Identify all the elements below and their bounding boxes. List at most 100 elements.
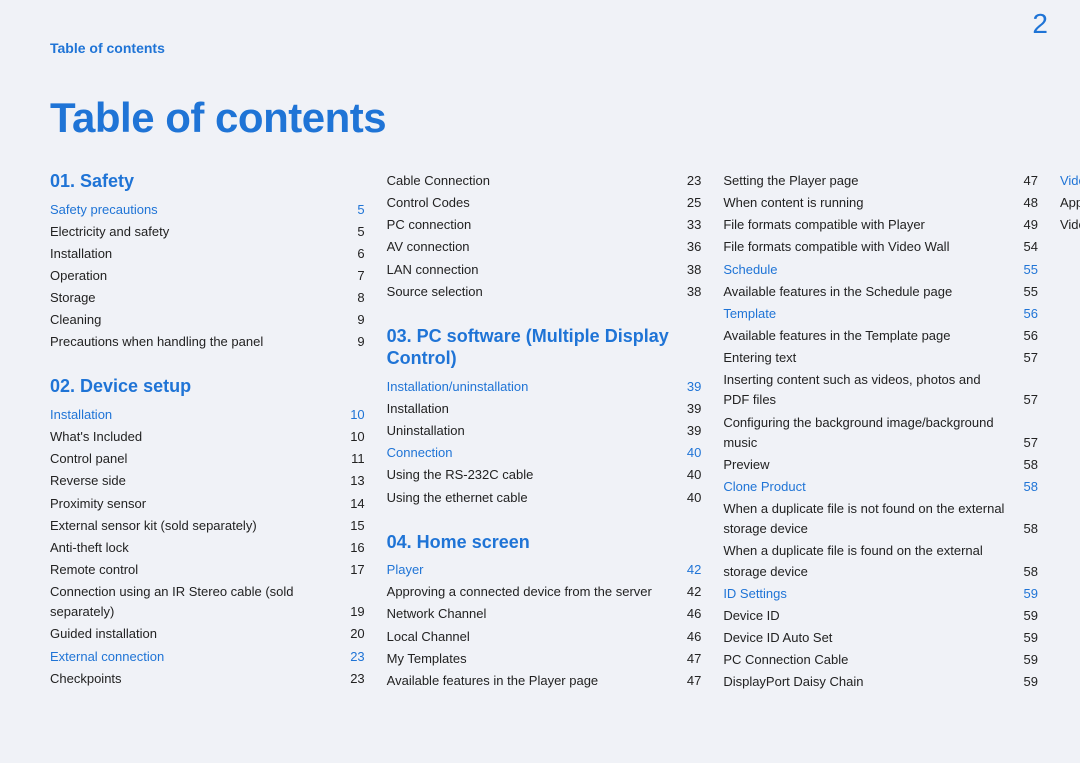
toc-entry[interactable]: Configuring the background image/backgro… bbox=[723, 412, 1038, 454]
toc-entry[interactable]: Storage8 bbox=[50, 287, 365, 309]
toc-label: When content is running bbox=[723, 193, 1014, 213]
toc-page: 59 bbox=[1014, 628, 1038, 648]
toc-entry[interactable]: Local Channel46 bbox=[387, 626, 702, 648]
toc-page: 56 bbox=[1014, 304, 1038, 324]
toc-page: 48 bbox=[1014, 193, 1038, 213]
toc-subheading[interactable]: Safety precautions5 bbox=[50, 199, 365, 221]
toc-entry[interactable]: Guided installation20 bbox=[50, 623, 365, 645]
toc-label: Setting the Player page bbox=[723, 171, 1014, 191]
toc-entry[interactable]: When a duplicate file is not found on th… bbox=[723, 498, 1038, 540]
toc-label: PC Connection Cable bbox=[723, 650, 1014, 670]
toc-page: 39 bbox=[677, 399, 701, 419]
toc-entry[interactable]: Setting the Player page47 bbox=[723, 170, 1038, 192]
toc-entry[interactable]: Connection using an IR Stereo cable (sol… bbox=[50, 581, 365, 623]
toc-page: 38 bbox=[677, 260, 701, 280]
toc-entry[interactable]: When a duplicate file is found on the ex… bbox=[723, 540, 1038, 582]
toc-entry[interactable]: Apply to59 bbox=[1060, 192, 1080, 214]
toc-page: 59 bbox=[1014, 584, 1038, 604]
toc-entry[interactable]: Device ID Auto Set59 bbox=[723, 627, 1038, 649]
toc-entry[interactable]: Available features in the Schedule page5… bbox=[723, 281, 1038, 303]
toc-entry[interactable]: Uninstallation39 bbox=[387, 420, 702, 442]
toc-label: Guided installation bbox=[50, 624, 341, 644]
toc-entry[interactable]: Preview58 bbox=[723, 454, 1038, 476]
toc-subheading[interactable]: Connection40 bbox=[387, 442, 702, 464]
toc-label: Uninstallation bbox=[387, 421, 678, 441]
toc-entry[interactable]: Cleaning9 bbox=[50, 309, 365, 331]
toc-label: Configuring the background image/backgro… bbox=[723, 413, 1014, 453]
toc-entry[interactable]: Entering text57 bbox=[723, 347, 1038, 369]
toc-subheading[interactable]: Template56 bbox=[723, 303, 1038, 325]
toc-entry[interactable]: Remote control17 bbox=[50, 559, 365, 581]
toc-entry[interactable]: Using the ethernet cable40 bbox=[387, 487, 702, 509]
toc-entry[interactable]: Proximity sensor14 bbox=[50, 493, 365, 515]
toc-subheading[interactable]: ID Settings59 bbox=[723, 583, 1038, 605]
toc-entry[interactable]: Checkpoints23 bbox=[50, 668, 365, 690]
toc-entry[interactable]: Device ID59 bbox=[723, 605, 1038, 627]
toc-entry[interactable]: Available features in the Template page5… bbox=[723, 325, 1038, 347]
toc-entry[interactable]: AV connection36 bbox=[387, 236, 702, 258]
toc-label: Control Codes bbox=[387, 193, 678, 213]
chapter-pc-software: 03. PC software (Multiple Display Contro… bbox=[387, 325, 702, 370]
toc-entry[interactable]: Electricity and safety5 bbox=[50, 221, 365, 243]
toc-entry[interactable]: PC Connection Cable59 bbox=[723, 649, 1038, 671]
toc-page: 57 bbox=[1014, 348, 1038, 368]
toc-page: 36 bbox=[677, 237, 701, 257]
toc-entry[interactable]: Control Codes25 bbox=[387, 192, 702, 214]
toc-entry[interactable]: Available features in the Player page47 bbox=[387, 670, 702, 692]
toc-page: 47 bbox=[677, 649, 701, 669]
toc-subheading[interactable]: Schedule55 bbox=[723, 259, 1038, 281]
toc-entry[interactable]: When content is running48 bbox=[723, 192, 1038, 214]
toc-entry[interactable]: Source selection38 bbox=[387, 281, 702, 303]
toc-page: 15 bbox=[341, 516, 365, 536]
toc-entry[interactable]: Control panel11 bbox=[50, 448, 365, 470]
toc-page: 11 bbox=[341, 449, 365, 469]
toc-page: 40 bbox=[677, 488, 701, 508]
toc-subheading[interactable]: External connection23 bbox=[50, 646, 365, 668]
toc-subheading[interactable]: Clone Product58 bbox=[723, 476, 1038, 498]
toc-entry[interactable]: Operation7 bbox=[50, 265, 365, 287]
toc-entry[interactable]: Installation6 bbox=[50, 243, 365, 265]
toc-label: Local Channel bbox=[387, 627, 678, 647]
toc-entry[interactable]: Reverse side13 bbox=[50, 470, 365, 492]
chapter-home-screen: 04. Home screen bbox=[387, 531, 702, 554]
toc-entry[interactable]: Using the RS-232C cable40 bbox=[387, 464, 702, 486]
toc-subheading[interactable]: Video Wall59 bbox=[1060, 170, 1080, 192]
toc-label: Using the ethernet cable bbox=[387, 488, 678, 508]
toc-page: 8 bbox=[341, 288, 365, 308]
toc-page: 13 bbox=[341, 471, 365, 491]
toc-page: 9 bbox=[341, 310, 365, 330]
toc-page: 16 bbox=[341, 538, 365, 558]
toc-page: 14 bbox=[341, 494, 365, 514]
toc-page: 39 bbox=[677, 421, 701, 441]
toc-page: 58 bbox=[1014, 562, 1038, 582]
toc-entry[interactable]: Network Channel46 bbox=[387, 603, 702, 625]
toc-page: 25 bbox=[677, 193, 701, 213]
toc-entry[interactable]: What's Included10 bbox=[50, 426, 365, 448]
toc-page: 23 bbox=[341, 669, 365, 689]
toc-entry[interactable]: Inserting content such as videos, photos… bbox=[723, 369, 1038, 411]
toc-page: 10 bbox=[341, 427, 365, 447]
toc-label: What's Included bbox=[50, 427, 341, 447]
toc-label: File formats compatible with Video Wall bbox=[723, 237, 1014, 257]
toc-label: Source selection bbox=[387, 282, 678, 302]
toc-subheading[interactable]: Installation10 bbox=[50, 404, 365, 426]
toc-entry[interactable]: LAN connection38 bbox=[387, 259, 702, 281]
toc-entry[interactable]: Installation39 bbox=[387, 398, 702, 420]
toc-entry[interactable]: PC connection33 bbox=[387, 214, 702, 236]
toc-entry[interactable]: External sensor kit (sold separately)15 bbox=[50, 515, 365, 537]
toc-page: 55 bbox=[1014, 260, 1038, 280]
toc-entry[interactable]: Precautions when handling the panel9 bbox=[50, 331, 365, 353]
toc-entry[interactable]: DisplayPort Daisy Chain59 bbox=[723, 671, 1038, 693]
toc-entry[interactable]: Cable Connection23 bbox=[387, 170, 702, 192]
toc-page: 59 bbox=[1014, 606, 1038, 626]
toc-entry[interactable]: File formats compatible with Player49 bbox=[723, 214, 1038, 236]
toc-label: Remote control bbox=[50, 560, 341, 580]
toc-entry[interactable]: Approving a connected device from the se… bbox=[387, 581, 702, 603]
toc-entry[interactable]: Video Wall60 bbox=[1060, 214, 1080, 236]
toc-subheading[interactable]: Player42 bbox=[387, 559, 702, 581]
toc-entry[interactable]: Anti-theft lock16 bbox=[50, 537, 365, 559]
toc-subheading[interactable]: Installation/uninstallation39 bbox=[387, 376, 702, 398]
toc-label: Clone Product bbox=[723, 477, 1014, 497]
toc-entry[interactable]: File formats compatible with Video Wall5… bbox=[723, 236, 1038, 258]
toc-entry[interactable]: My Templates47 bbox=[387, 648, 702, 670]
